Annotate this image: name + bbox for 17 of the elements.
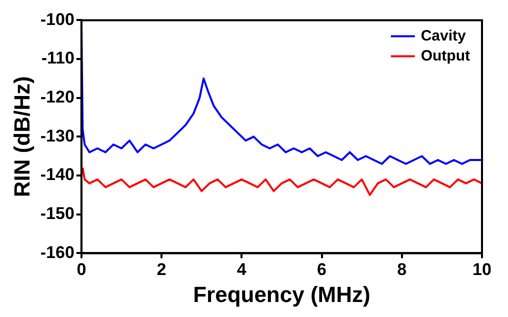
y-tick-label: -120 — [40, 88, 74, 107]
y-tick-label: -150 — [40, 204, 74, 224]
x-tick-label: 2 — [156, 260, 166, 280]
legend-label: Output — [420, 47, 470, 64]
x-tick-label: 4 — [236, 260, 247, 280]
y-axis-title: RIN (dB/Hz) — [9, 76, 34, 198]
legend-label: Cavity — [420, 27, 467, 44]
x-tick-label: 0 — [76, 260, 86, 280]
x-tick-label: 8 — [397, 260, 407, 280]
x-tick-label: 6 — [317, 260, 327, 280]
y-tick-label: -100 — [40, 10, 74, 29]
y-tick-label: -140 — [40, 165, 74, 184]
y-tick-label: -130 — [40, 126, 74, 146]
x-tick-label: 10 — [472, 260, 492, 280]
y-tick-label: -110 — [41, 48, 74, 68]
x-axis-title: Frequency (MHz) — [193, 282, 370, 307]
y-tick-label: -160 — [40, 242, 74, 262]
